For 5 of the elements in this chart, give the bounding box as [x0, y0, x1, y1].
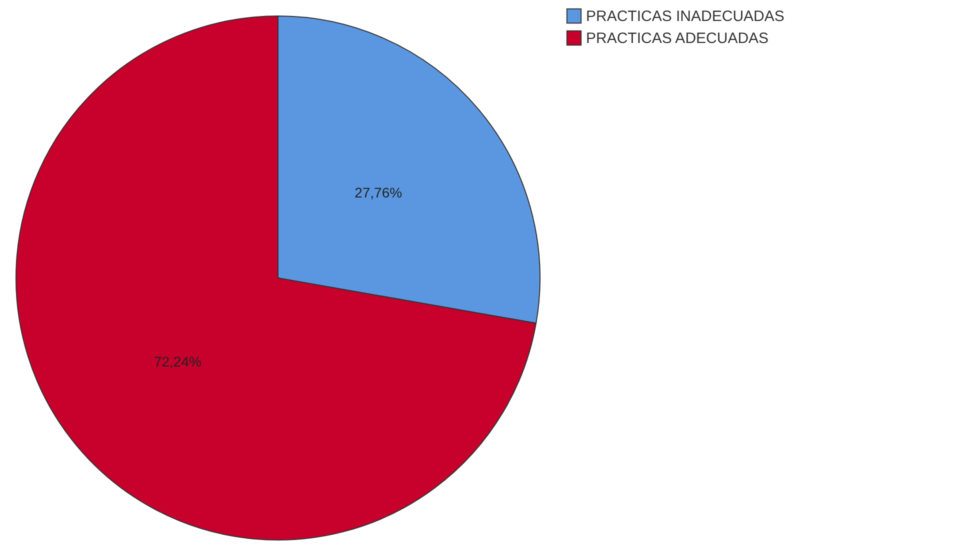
- data-label: 72,24%: [154, 353, 202, 370]
- pie-slice: [16, 16, 537, 540]
- legend-label: PRACTICAS ADECUADAS: [586, 30, 769, 47]
- legend-label: PRACTICAS INADECUADAS: [586, 8, 784, 25]
- data-label: 27,76%: [354, 184, 402, 201]
